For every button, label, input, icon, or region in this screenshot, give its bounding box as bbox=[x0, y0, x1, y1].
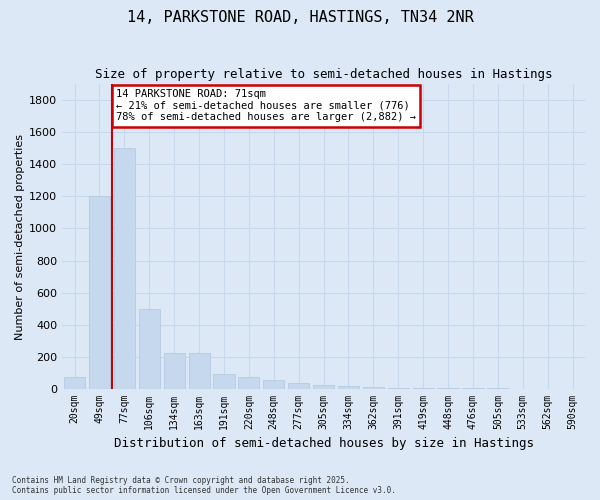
Bar bbox=[139, 308, 160, 388]
Bar bbox=[313, 384, 334, 388]
Bar bbox=[238, 376, 259, 388]
Bar bbox=[114, 148, 135, 388]
Title: Size of property relative to semi-detached houses in Hastings: Size of property relative to semi-detach… bbox=[95, 68, 553, 80]
Bar bbox=[288, 383, 309, 388]
Bar bbox=[164, 354, 185, 388]
Bar bbox=[338, 386, 359, 388]
Text: 14 PARKSTONE ROAD: 71sqm
← 21% of semi-detached houses are smaller (776)
78% of : 14 PARKSTONE ROAD: 71sqm ← 21% of semi-d… bbox=[116, 89, 416, 122]
Bar bbox=[214, 374, 235, 388]
Text: 14, PARKSTONE ROAD, HASTINGS, TN34 2NR: 14, PARKSTONE ROAD, HASTINGS, TN34 2NR bbox=[127, 10, 473, 25]
Bar bbox=[64, 376, 85, 388]
Bar bbox=[263, 380, 284, 388]
Text: Contains HM Land Registry data © Crown copyright and database right 2025.
Contai: Contains HM Land Registry data © Crown c… bbox=[12, 476, 396, 495]
X-axis label: Distribution of semi-detached houses by size in Hastings: Distribution of semi-detached houses by … bbox=[113, 437, 533, 450]
Bar bbox=[89, 196, 110, 388]
Y-axis label: Number of semi-detached properties: Number of semi-detached properties bbox=[15, 134, 25, 340]
Bar bbox=[188, 354, 209, 388]
